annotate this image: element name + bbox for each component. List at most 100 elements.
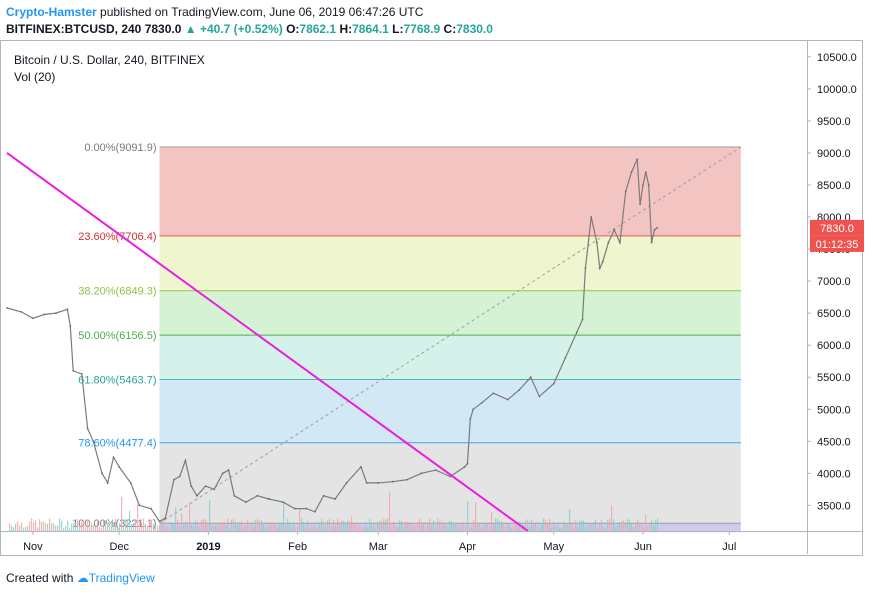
time-tick-label-3: Feb: [288, 541, 307, 553]
volume-bar: [517, 521, 519, 531]
volume-bar: [31, 518, 33, 531]
volume-bar: [171, 524, 173, 531]
price-point-20: [173, 478, 175, 481]
volume-bar: [515, 521, 517, 531]
price-point-57: [538, 395, 541, 398]
price-tick-label-14: 10500.0: [817, 52, 857, 64]
price-axis[interactable]: 3500.0 4000.0 4500.0 5000.0 5500.0 6000.0 6500…: [807, 52, 857, 513]
volume-bar: [577, 526, 579, 531]
volume-bar: [505, 526, 507, 531]
tradingview-logo-icon: ☁: [76, 571, 89, 585]
volume-bar: [45, 523, 47, 531]
volume-bar: [649, 524, 651, 531]
volume-bar: [61, 520, 63, 531]
volume-bar: [395, 525, 397, 531]
volume-bar: [309, 527, 311, 531]
price-tick-label-11: 9000.0: [817, 148, 851, 160]
volume-bar: [499, 521, 501, 531]
tradingview-brand[interactable]: TradingView: [88, 571, 155, 585]
price-point-4: [55, 312, 57, 315]
volume-bar: [215, 525, 217, 531]
price-point-35: [305, 507, 308, 510]
volume-bar: [55, 525, 57, 531]
volume-bar: [631, 524, 633, 531]
volume-bar: [253, 526, 255, 531]
price-point-12: [106, 482, 109, 484]
volume-bar: [585, 527, 587, 531]
price-point-49: [466, 462, 469, 465]
price-point-69: [619, 241, 621, 244]
time-tick-label-4: Mar: [369, 541, 388, 553]
volume-bar: [185, 521, 187, 531]
volume-bar: [79, 526, 81, 531]
volume-bar: [409, 523, 411, 531]
volume-bar: [545, 519, 547, 531]
price-point-68: [613, 228, 616, 231]
volume-bar: [369, 518, 371, 531]
time-axis[interactable]: Nov Dec 2019 Feb Mar Apr May Jun Jul: [23, 531, 736, 553]
volume-bar: [271, 523, 273, 531]
price-point-74: [642, 184, 644, 186]
chart-frame: [0, 40, 863, 556]
volume-bar: [637, 519, 639, 531]
price-tick-label-2: 4500.0: [817, 436, 851, 448]
volume-bar: [447, 526, 449, 531]
volume-bar: [627, 518, 629, 531]
volume-bar: [179, 525, 181, 531]
volume-bar: [335, 525, 337, 531]
volume-bar: [467, 501, 469, 531]
price-point-28: [227, 469, 230, 472]
volume-indicator-label[interactable]: Vol (20): [14, 70, 56, 84]
price-tick-label-3: 5000.0: [817, 404, 851, 416]
time-tick-label-0: Nov: [23, 541, 43, 553]
volume-bar: [59, 518, 61, 531]
price-point-77: [650, 241, 653, 244]
volume-bar: [287, 518, 289, 531]
volume-bar: [15, 523, 17, 531]
publication-header: Crypto-Hamster published on TradingView.…: [6, 4, 423, 20]
fib-level-label-0: 0.00%(9091.9): [84, 142, 156, 154]
volume-bar: [431, 522, 433, 531]
author-link[interactable]: Crypto-Hamster: [6, 5, 97, 19]
volume-bar: [461, 523, 463, 531]
volume-bar: [167, 526, 169, 531]
volume-bar: [35, 520, 37, 531]
volume-bar: [651, 519, 653, 531]
price-tick-label-4: 5500.0: [817, 372, 851, 384]
price-point-67: [607, 241, 610, 244]
price-point-37: [322, 494, 325, 497]
volume-bar: [605, 527, 607, 531]
volume-bar: [493, 523, 495, 531]
volume-bar: [219, 523, 221, 531]
volume-bar: [547, 522, 549, 531]
price-point-23: [190, 485, 193, 488]
volume-bar: [269, 525, 271, 531]
price-point-78: [653, 228, 656, 231]
published-text: published on TradingView.com, June 06, 2…: [100, 5, 424, 19]
volume-bar: [599, 522, 601, 531]
volume-bar: [139, 521, 141, 531]
volume-bar: [625, 524, 627, 531]
volume-bar: [595, 519, 597, 531]
price-point-55: [518, 389, 521, 391]
volume-bar: [43, 521, 45, 531]
up-arrow-icon: ▲: [184, 22, 197, 36]
price-point-48: [463, 466, 466, 468]
price-point-44: [406, 478, 408, 481]
volume-bar: [407, 521, 409, 531]
volume-bar: [609, 518, 611, 531]
price-point-76: [647, 184, 650, 186]
volume-bar: [49, 518, 51, 531]
trendline[interactable]: [6, 152, 529, 532]
volume-bar: [51, 523, 53, 531]
volume-bar: [339, 524, 341, 531]
volume-bar: [541, 523, 543, 531]
volume-bar: [441, 520, 443, 531]
volume-bar: [555, 525, 557, 531]
volume-bars: [9, 492, 659, 531]
volume-bar: [241, 520, 243, 531]
price-tick-label-7: 7000.0: [817, 276, 851, 288]
volume-bar: [483, 525, 485, 531]
volume-bar: [313, 525, 315, 531]
